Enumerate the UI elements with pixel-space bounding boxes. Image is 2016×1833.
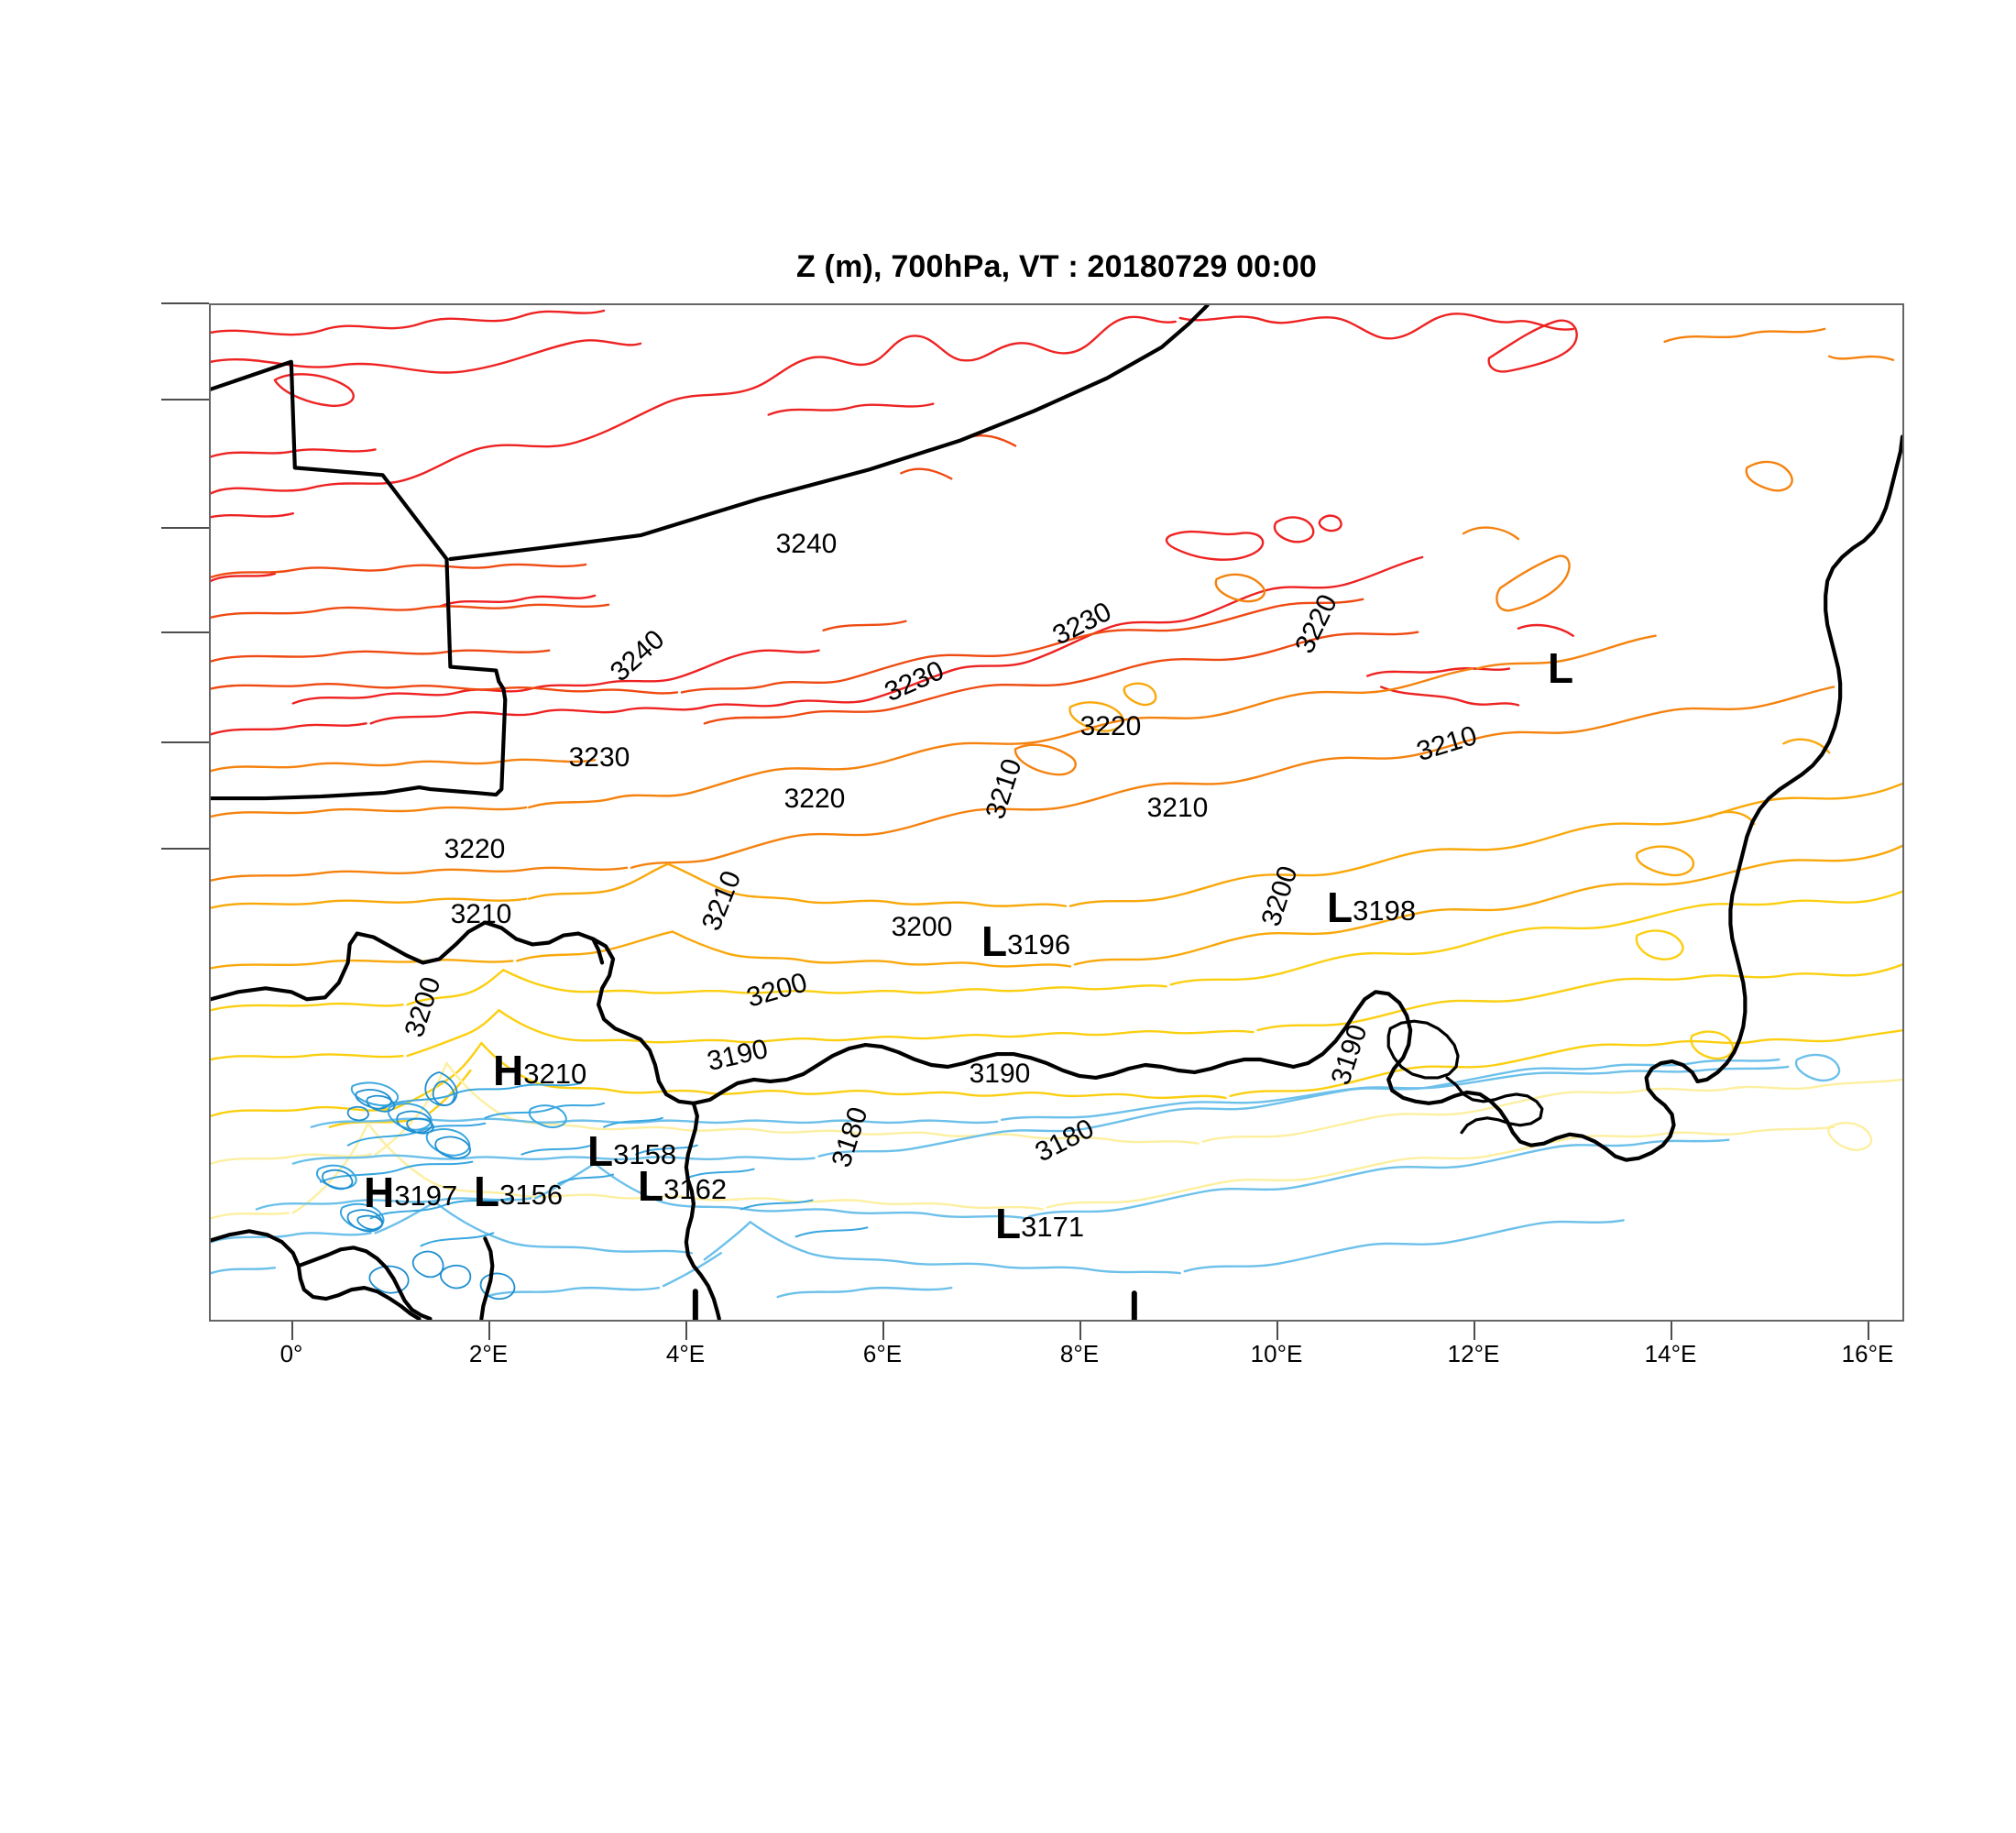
low-center-edge-clipped: L — [1548, 644, 1574, 692]
low-value: 3162 — [663, 1172, 728, 1205]
low-center-3196: L 3196 — [981, 917, 1071, 965]
contour-label-3230-c: 3230 — [568, 742, 630, 773]
contour-lines-group — [211, 309, 1902, 1301]
xtick-mark-10E — [1276, 1320, 1278, 1340]
contour-3180 — [211, 1053, 1841, 1299]
xtick-mark-6E — [882, 1320, 884, 1340]
xtick-mark-2E — [488, 1320, 490, 1340]
contour-3230 — [211, 434, 1419, 725]
contour-3200 — [211, 890, 1902, 1128]
low-glyph: L — [1548, 644, 1574, 692]
low-value: 3198 — [1353, 894, 1417, 927]
low-center-3156: L 3156 — [474, 1168, 564, 1215]
high-glyph: H — [493, 1047, 524, 1094]
contour-label-3200-a: 3200 — [891, 912, 953, 942]
contour-label-3240-a: 3240 — [775, 529, 838, 559]
contour-3170 — [316, 1081, 869, 1247]
contour-3220 — [211, 327, 1895, 882]
low-glyph: L — [474, 1168, 500, 1215]
ytick-mark-20N — [161, 399, 209, 401]
contour-map-svg — [211, 305, 1902, 1320]
low-glyph: L — [995, 1200, 1022, 1247]
low-glyph: L — [981, 917, 1008, 965]
xtick-label-10E: 10°E — [1250, 1340, 1303, 1367]
xtick-label-16E: 16°E — [1841, 1340, 1894, 1367]
ytick-mark-14N — [161, 741, 209, 743]
low-value: 3156 — [499, 1178, 564, 1211]
low-value: 3171 — [1021, 1210, 1085, 1243]
high-glyph: H — [364, 1169, 395, 1216]
low-glyph: L — [587, 1127, 614, 1175]
xtick-mark-16E — [1868, 1320, 1869, 1340]
xtick-label-8E: 8°E — [1059, 1340, 1100, 1367]
high-center-3197: H 3197 — [364, 1169, 458, 1216]
contour-label-3220-a: 3220 — [783, 784, 846, 814]
xtick-label-0: 0° — [279, 1340, 303, 1367]
xtick-label-6E: 6°E — [862, 1340, 903, 1367]
high-value: 3210 — [523, 1057, 587, 1090]
xtick-mark-12E — [1474, 1320, 1475, 1340]
low-center-3171: L 3171 — [995, 1200, 1085, 1247]
contour-label-3210-e: 3210 — [450, 899, 512, 929]
low-value: 3196 — [1007, 927, 1071, 960]
xtick-mark-4E — [685, 1320, 687, 1340]
low-value: 3158 — [613, 1137, 677, 1170]
xtick-label-2E: 2°E — [468, 1340, 509, 1367]
xtick-label-4E: 4°E — [665, 1340, 706, 1367]
xtick-mark-8E — [1079, 1320, 1081, 1340]
contour-label-3190-b: 3190 — [969, 1059, 1031, 1089]
ytick-mark-16N — [161, 631, 209, 633]
ytick-mark-22N — [161, 302, 209, 304]
contour-label-3220-b: 3220 — [1079, 711, 1142, 741]
low-center-3158: L 3158 — [587, 1127, 677, 1175]
low-glyph: L — [1327, 884, 1353, 931]
xtick-label-12E: 12°E — [1447, 1340, 1500, 1367]
contour-3240 — [211, 309, 1578, 736]
ytick-mark-12N — [161, 848, 209, 850]
contour-map-plot[interactable]: 3240 3240 3230 3230 3230 3220 3220 3220 … — [209, 303, 1904, 1322]
xtick-mark-0 — [291, 1320, 293, 1340]
country-borders — [211, 305, 1902, 1320]
contour-label-3220-d: 3220 — [444, 834, 506, 864]
high-value: 3197 — [394, 1179, 458, 1212]
contour-3190 — [211, 1061, 1902, 1220]
low-center-3162: L 3162 — [638, 1162, 728, 1210]
low-center-3198: L 3198 — [1327, 884, 1417, 931]
ytick-mark-18N — [161, 527, 209, 529]
contour-label-3210-b: 3210 — [1146, 793, 1209, 823]
xtick-label-14E: 14°E — [1644, 1340, 1697, 1367]
xtick-mark-14E — [1671, 1320, 1672, 1340]
page-title: Z (m), 700hPa, VT : 20180729 00:00 — [795, 249, 1318, 284]
low-glyph: L — [638, 1162, 664, 1210]
high-center-3210: H 3210 — [493, 1047, 587, 1094]
